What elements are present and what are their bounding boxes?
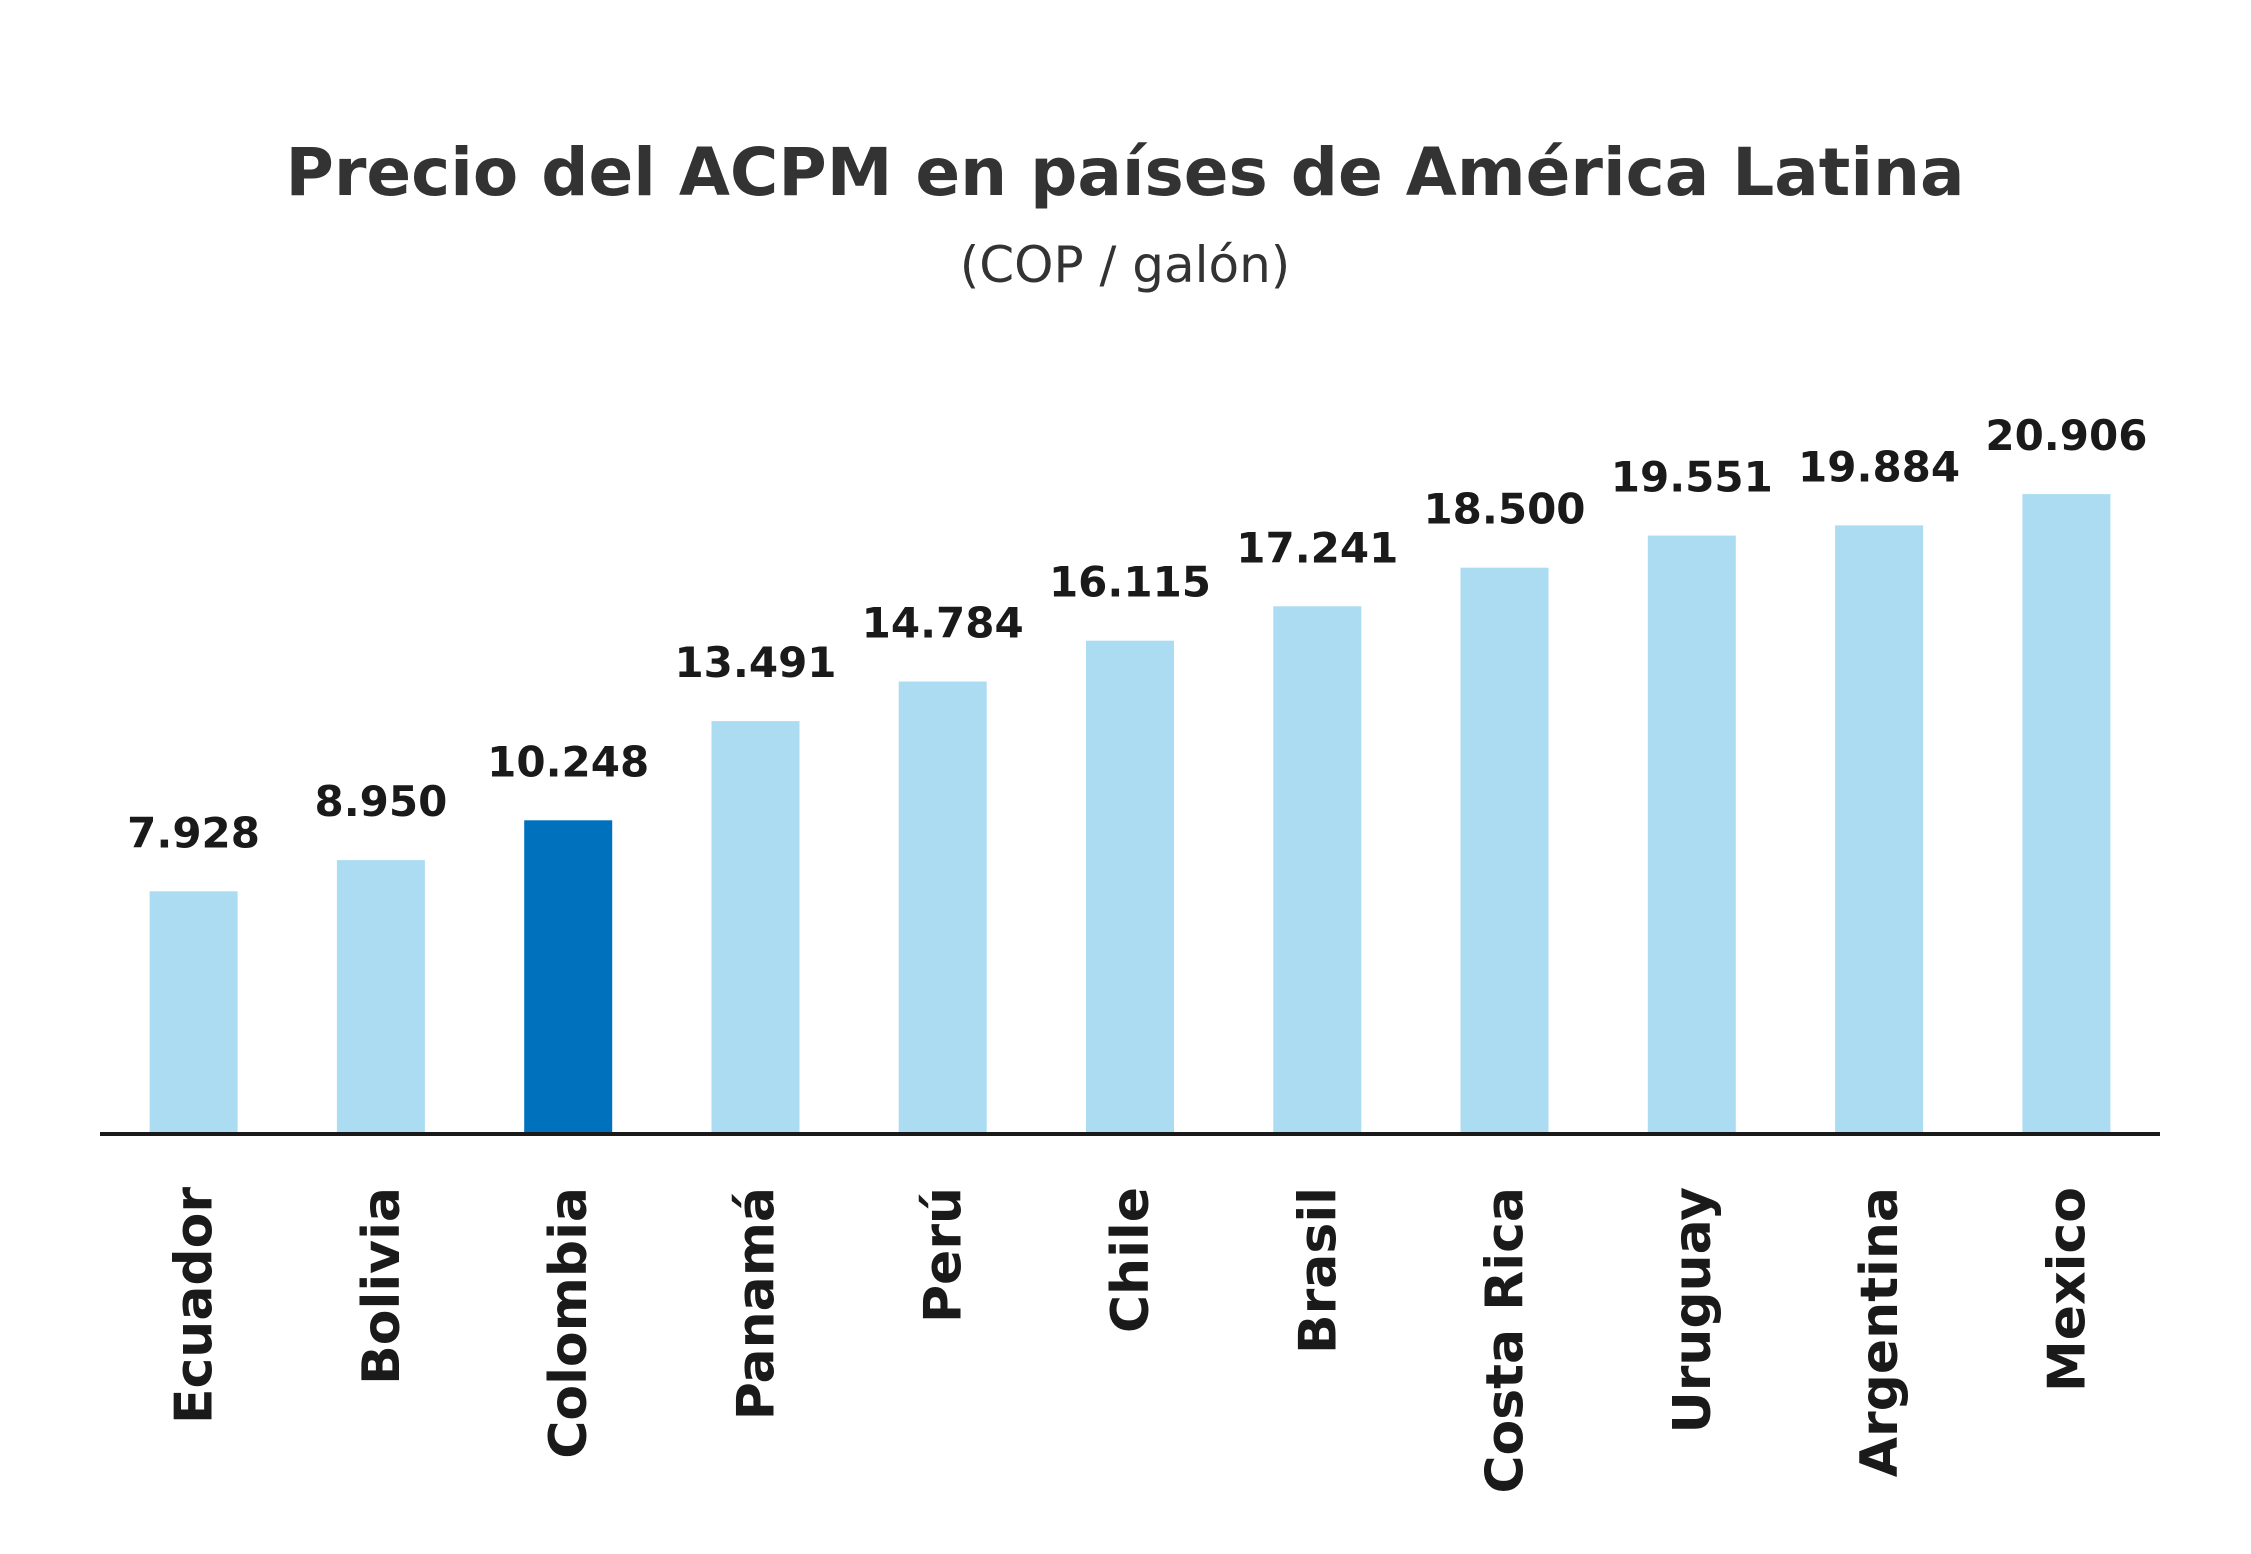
category-label-uruguay: Uruguay <box>1663 1187 1723 1434</box>
chart-title: Precio del ACPM en países de América Lat… <box>285 134 1964 211</box>
bar-uruguay <box>1647 535 1736 1134</box>
value-label-brasil: 17.241 <box>1236 523 1398 572</box>
value-label-chile: 16.115 <box>1049 558 1211 607</box>
value-label-bolivia: 8.950 <box>314 777 447 826</box>
category-label-mexico: Mexico <box>2037 1187 2097 1392</box>
bars-layer <box>149 494 2111 1135</box>
value-label-peru: 14.784 <box>862 599 1024 648</box>
value-label-ecuador: 7.928 <box>127 808 260 857</box>
bar-chile <box>1086 640 1174 1134</box>
category-label-ecuador: Ecuador <box>165 1187 225 1424</box>
category-label-argentina: Argentina <box>1850 1187 1910 1477</box>
bar-bolivia <box>336 860 425 1134</box>
bar-costa-rica <box>1460 567 1549 1134</box>
value-label-uruguay: 19.551 <box>1611 453 1773 502</box>
value-label-panama: 13.491 <box>674 638 836 687</box>
category-labels-layer: Ecuador Bolivia Colombia Panamá Perú Chile Bra… <box>165 1187 2098 1494</box>
category-label-panama: Panamá <box>727 1187 787 1420</box>
bar-peru <box>898 681 987 1134</box>
bar-colombia <box>524 820 613 1134</box>
bar-panama <box>711 721 800 1134</box>
bar-ecuador <box>149 891 238 1134</box>
value-label-colombia: 10.248 <box>487 737 649 786</box>
category-label-brasil: Brasil <box>1288 1187 1348 1354</box>
chart-subtitle: (COP / galón) <box>960 236 1291 294</box>
category-label-peru: Perú <box>914 1187 974 1323</box>
value-label-mexico: 20.906 <box>1985 411 2147 460</box>
bar-argentina <box>1835 525 1924 1134</box>
bar-brasil <box>1273 606 1362 1134</box>
category-label-colombia: Colombia <box>539 1187 599 1459</box>
bar-mexico <box>2022 494 2111 1135</box>
value-label-argentina: 19.884 <box>1798 442 1960 491</box>
category-label-bolivia: Bolivia <box>352 1187 412 1385</box>
value-labels-layer: 7.928 8.950 10.248 13.491 14.784 16.115 17.241… <box>127 411 2147 857</box>
value-label-costa-rica: 18.500 <box>1423 485 1585 534</box>
category-label-costa-rica: Costa Rica <box>1476 1187 1536 1494</box>
category-label-chile: Chile <box>1101 1187 1161 1333</box>
